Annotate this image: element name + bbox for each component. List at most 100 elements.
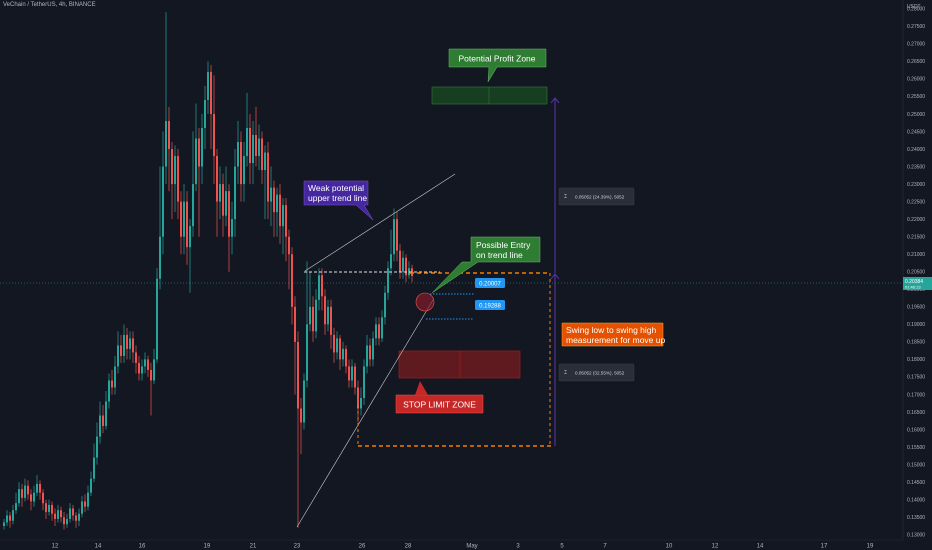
price-tick-label: 0.22500: [907, 199, 925, 205]
candle-body: [87, 492, 89, 507]
price-tick-label: 0.16000: [907, 427, 925, 433]
lower-trend-line[interactable]: [296, 299, 434, 528]
price-tag-2[interactable]: 0.19288: [475, 300, 505, 310]
candle-body: [375, 324, 377, 339]
candle-body: [69, 508, 71, 519]
candle-body: [132, 338, 134, 353]
candle-body: [195, 138, 197, 185]
callout-possible-entry[interactable]: Possible Entry on trend line: [431, 236, 541, 294]
svg-text:⌶: ⌶: [564, 370, 567, 376]
candle-body: [144, 359, 146, 367]
candle-body: [153, 359, 155, 381]
candle-body: [312, 306, 314, 332]
candle-body: [138, 362, 140, 374]
candle-body: [204, 99, 206, 128]
measure-label-up[interactable]: ⌶ 0.05052 (24.39%), 5052: [558, 187, 635, 206]
candle-body: [306, 324, 308, 381]
candle-body: [252, 135, 254, 164]
candles-layer: [3, 12, 413, 530]
price-tick-label: 0.26500: [907, 59, 925, 65]
candle-body: [168, 120, 170, 150]
time-tick-label: 7: [603, 544, 607, 550]
price-tick-label: 0.23500: [907, 164, 925, 170]
candle-body: [183, 201, 185, 237]
candle-body: [24, 485, 26, 498]
candle-body: [405, 257, 407, 276]
candle-body: [381, 317, 383, 339]
candle-body: [201, 127, 203, 167]
symbol-header: VeChain / TetherUS, 4h, BINANCE: [3, 2, 96, 8]
candle-body: [81, 501, 83, 514]
candle-body: [120, 345, 122, 356]
price-tick-label: 0.18000: [907, 357, 925, 363]
candle-body: [282, 205, 284, 227]
callout-swing-measure[interactable]: Swing low to swing high measurement for …: [561, 322, 665, 347]
price-tick-label: 0.26000: [907, 77, 925, 83]
candle-body: [324, 296, 326, 325]
candle-body: [198, 138, 200, 167]
swing-label-1: Swing low to swing high: [566, 325, 657, 335]
price-scale[interactable]: 0.28000 0.27500 0.27000 0.26500 0.26000 0.255…: [902, 0, 932, 550]
profit-zone-box[interactable]: [431, 86, 548, 105]
candle-body: [189, 226, 191, 248]
time-tick-label: 16: [139, 544, 146, 550]
candle-body: [72, 508, 74, 516]
svg-text:⌶: ⌶: [564, 194, 567, 200]
candle-body: [159, 236, 161, 279]
candle-body: [165, 120, 167, 167]
time-tick-label: 19: [204, 544, 211, 550]
candle-body: [111, 380, 113, 388]
time-tick-label: 28: [405, 544, 412, 550]
callout-weak-trend[interactable]: Weak potential upper trend line: [303, 180, 374, 221]
stop-limit-zone-box[interactable]: [398, 350, 521, 379]
candle-body: [51, 504, 53, 514]
price-tick-label: 0.17500: [907, 375, 925, 381]
candle-body: [57, 510, 59, 519]
candle-body: [309, 306, 311, 325]
candle-body: [396, 219, 398, 251]
candle-body: [177, 156, 179, 202]
candle-body: [297, 341, 299, 409]
candle-body: [246, 127, 248, 157]
candle-body: [372, 338, 374, 360]
candle-body: [90, 478, 92, 493]
measure-label-down[interactable]: ⌶ 0.05052 (32.55%), 5052: [558, 363, 635, 382]
price-tick-label: 0.14500: [907, 480, 925, 486]
price-tick-label: 0.27500: [907, 24, 925, 30]
candle-body: [54, 513, 56, 519]
candle-body: [318, 275, 320, 300]
price-tick-label: 0.16500: [907, 410, 925, 416]
candle-body: [270, 187, 272, 202]
candle-body: [114, 366, 116, 388]
candle-body: [18, 489, 20, 504]
candle-body: [342, 348, 344, 360]
callout-profit-zone[interactable]: Potential Profit Zone: [448, 48, 547, 83]
weak-trend-label-1: Weak potential: [308, 183, 364, 193]
candle-body: [225, 191, 227, 216]
entry-circle[interactable]: [415, 292, 435, 312]
time-tick-label: 26: [359, 544, 366, 550]
candle-body: [285, 205, 287, 237]
price-tick-label: 0.21000: [907, 252, 925, 258]
candle-body: [15, 503, 17, 511]
upper-trend-line[interactable]: [304, 173, 456, 272]
candle-body: [360, 397, 362, 409]
candle-body: [48, 504, 50, 512]
candle-body: [402, 257, 404, 272]
svg-text:01:46:13: 01:46:13: [905, 285, 921, 290]
candle-body: [126, 334, 128, 349]
entry-label-1: Possible Entry: [476, 240, 531, 250]
time-tick-label: 14: [95, 544, 102, 550]
price-tick-label: 0.20500: [907, 270, 925, 276]
candle-body: [351, 366, 353, 381]
time-axis[interactable]: 12 14 16 19 21 23 26 28 May 3 5 7 10 12 14 17 19: [0, 539, 903, 550]
candle-body: [279, 194, 281, 227]
candle-body: [243, 156, 245, 185]
svg-text:0.05052 (24.39%), 5052: 0.05052 (24.39%), 5052: [575, 195, 625, 200]
candle-body: [210, 71, 212, 114]
callout-stop-limit[interactable]: STOP LIMIT ZONE: [395, 381, 484, 414]
candle-body: [219, 184, 221, 202]
candle-body: [303, 380, 305, 423]
candle-body: [264, 152, 266, 171]
